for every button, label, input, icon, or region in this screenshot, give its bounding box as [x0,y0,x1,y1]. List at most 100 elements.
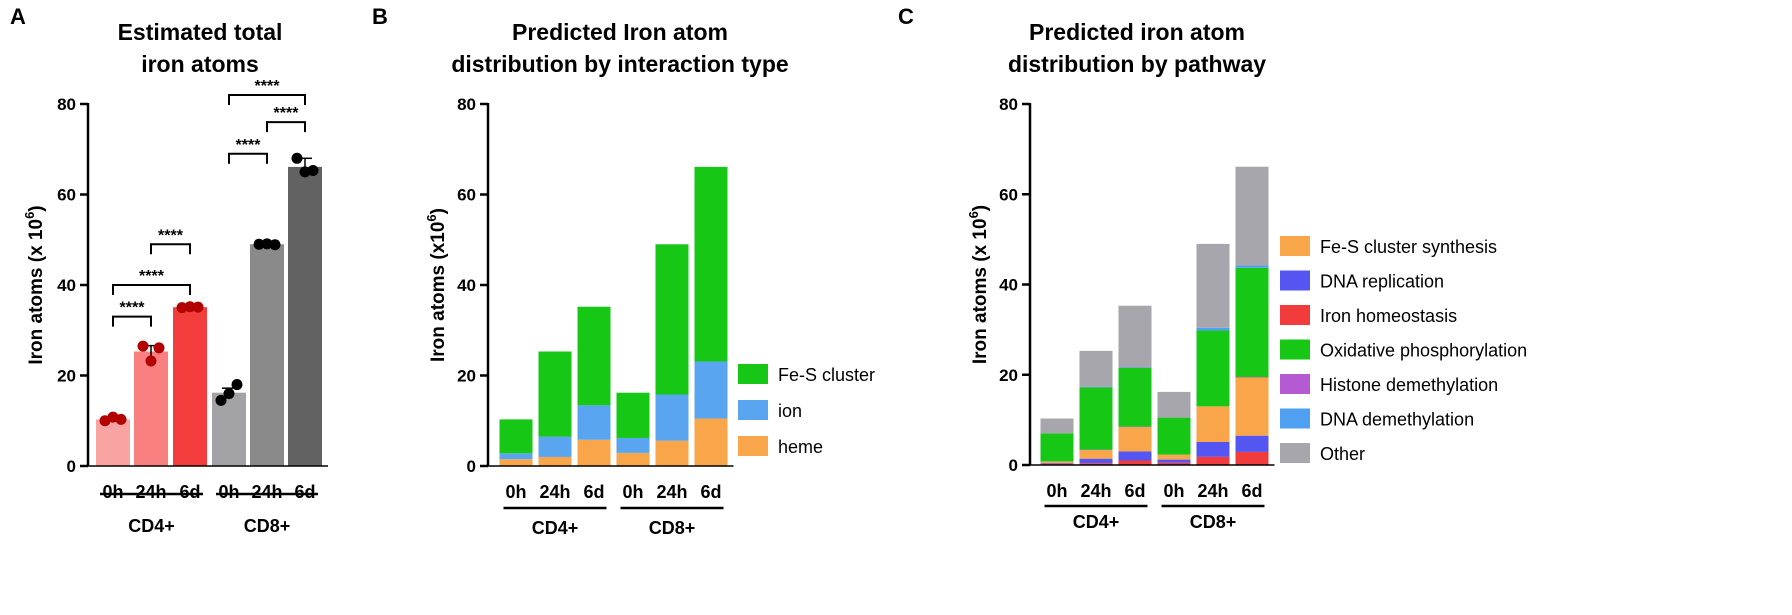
legend: Fe-S cluster ion heme [738,364,875,457]
y-tick-label: 40 [57,276,76,295]
x-tick-label: 24h [656,482,687,502]
panel-letter: B [372,4,388,29]
bar-segment [1157,459,1191,463]
y-tick-label: 80 [457,95,476,114]
x-tick-label: 0h [218,482,239,502]
bar-segment [1040,461,1074,464]
chart-title-line: Predicted Iron atom [512,19,728,45]
legend-swatch [1280,236,1310,256]
chart-title-line: iron atoms [141,51,259,77]
bar-segment [1157,417,1191,455]
group-label: CD8+ [1190,512,1237,532]
x-tick-label: 6d [700,482,721,502]
x-tick-label: 24h [135,482,166,502]
data-point [231,379,243,391]
bar-segment [538,351,572,437]
bar-segment [1235,166,1269,266]
bar-segment [1079,350,1113,387]
bar-segment [1196,243,1230,328]
data-point [176,302,188,314]
bar-segment [1235,435,1269,452]
bar [250,244,284,466]
chart-panel-a: A Estimated total iron atoms 0 20 40 60 80 Iron … [10,4,328,536]
legend-label: DNA replication [1320,272,1444,292]
bar-segment [1079,463,1113,465]
bar-segment [694,166,728,362]
group-label: CD8+ [244,516,291,536]
bar-segment [1157,462,1191,465]
group-label: CD4+ [1073,512,1120,532]
bar-segment [1196,327,1230,331]
y-tick-label: 60 [999,185,1018,204]
legend-label: Oxidative phosphorylation [1320,341,1527,361]
group-label: CD4+ [128,516,175,536]
legend-swatch [738,400,768,420]
significance-label: **** [120,300,146,317]
x-tick-label: 0h [1046,481,1067,501]
significance-bracket [112,284,191,295]
significance-label: **** [158,227,184,244]
y-axis-label: Iron atoms (x 106) [22,205,47,364]
legend-label: Other [1320,444,1365,464]
y-tick-label: 0 [1009,456,1018,475]
x-tick-label: 0h [1163,481,1184,501]
bar-segment [616,437,650,453]
bar-segment [1118,460,1152,465]
legend-swatch [738,436,768,456]
bar-segment [1196,441,1230,457]
significance-bracket [228,152,268,164]
bar-segment [1079,449,1113,451]
bar-segment [1235,377,1269,378]
legend-label: Histone demethylation [1320,375,1498,395]
significance-label: **** [274,105,300,122]
bar-segment [1235,265,1269,268]
chart-panel-c: C Predicted iron atom distribution by path… [898,4,1527,532]
data-point [184,301,196,313]
group-label: CD8+ [649,518,696,538]
y-tick-label: 80 [57,95,76,114]
data-point [115,413,127,425]
bar-segment [499,419,533,454]
bar-segment [499,453,533,460]
data-point [192,301,204,313]
bar-segment [1196,330,1230,407]
bar-segment [1079,386,1113,388]
legend-label: Fe-S cluster [778,365,875,385]
x-tick-label: 24h [1080,481,1111,501]
legend-swatch [738,364,768,384]
bar-segment [577,405,611,440]
bar-segment [1118,305,1152,368]
bar-segment [1196,456,1230,465]
bar-segment [616,392,650,438]
bar-segment [499,459,533,466]
y-tick-label: 0 [467,457,476,476]
y-axis-label: Iron atoms (x 106) [966,205,991,364]
bar-segment [577,306,611,406]
group-label: CD4+ [532,518,579,538]
bar [288,166,322,466]
legend-label: Iron homeostasis [1320,306,1457,326]
y-tick-label: 40 [999,276,1018,295]
legend-label: ion [778,401,802,421]
data-point [261,238,273,250]
bar-segment [577,439,611,466]
x-tick-label: 0h [102,482,123,502]
y-tick-label: 20 [57,367,76,386]
bar-segment [1118,451,1152,461]
bar-segment [694,418,728,466]
bar-segment [1235,451,1269,465]
chart-title-line: Predicted iron atom [1029,19,1245,45]
panel-letter: C [898,4,914,29]
bar-segment [1118,427,1152,452]
y-tick-label: 60 [57,186,76,205]
data-point [145,355,157,367]
y-tick-label: 20 [457,367,476,386]
panel-letter: A [10,4,26,29]
data-point [269,239,281,251]
data-point [307,165,319,177]
legend-label: heme [778,437,823,457]
bar-segment [1040,418,1074,434]
bar [96,419,130,466]
significance-bracket [228,93,306,105]
